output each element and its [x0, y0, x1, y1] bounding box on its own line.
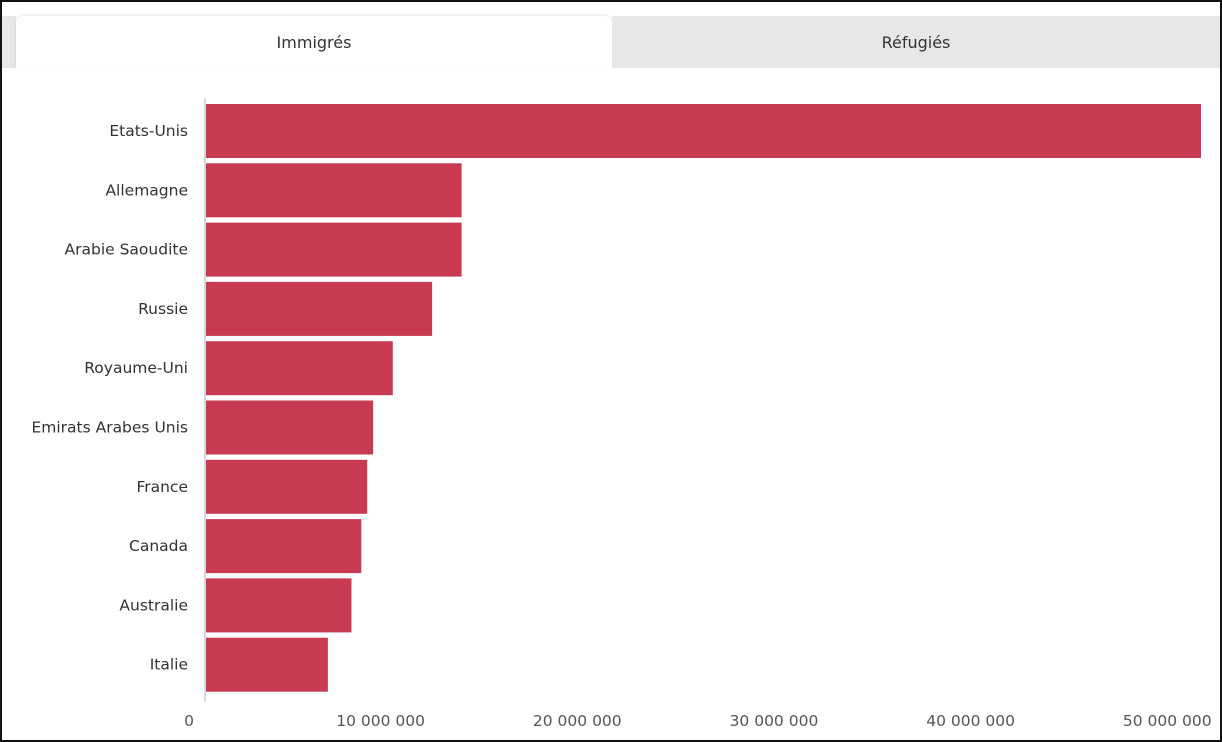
x-tick-label: 50 000 000	[1123, 712, 1212, 730]
category-label: Australie	[119, 596, 188, 614]
category-label: Allemagne	[105, 181, 188, 199]
tab-refugies[interactable]: Réfugiés	[612, 16, 1220, 68]
category-label: Arabie Saoudite	[65, 241, 189, 259]
category-label: Italie	[150, 656, 188, 674]
x-tick-labels: 0 10 000 000 20 000 000 30 000 000 40 000 00…	[184, 712, 1211, 730]
bar-allemagne[interactable]	[206, 163, 462, 218]
tab-bar: Immigrés Réfugiés	[16, 16, 1220, 68]
bars-group	[206, 104, 1201, 692]
category-label: Emirats Arabes Unis	[31, 419, 188, 437]
bar-arabie-saoudite[interactable]	[206, 222, 462, 277]
x-tick-label: 0	[184, 712, 194, 730]
category-label: Russie	[138, 300, 188, 318]
bar-australie[interactable]	[206, 578, 352, 633]
x-tick-label: 10 000 000	[336, 712, 425, 730]
bar-italie[interactable]	[206, 637, 328, 692]
category-label: France	[136, 478, 188, 496]
category-labels: Etats-Unis Allemagne Arabie Saoudite Russie…	[31, 122, 188, 674]
bar-etats-unis[interactable]	[206, 104, 1201, 158]
bar-royaume-uni[interactable]	[206, 341, 393, 396]
tab-immigres[interactable]: Immigrés	[16, 16, 612, 68]
category-label: Etats-Unis	[109, 122, 188, 140]
bar-france[interactable]	[206, 459, 368, 514]
x-tick-label: 30 000 000	[730, 712, 819, 730]
category-label: Canada	[129, 537, 188, 555]
bar-canada[interactable]	[206, 519, 362, 574]
tab-bar-background	[2, 16, 16, 68]
x-tick-label: 20 000 000	[533, 712, 622, 730]
category-label: Royaume-Uni	[84, 359, 188, 377]
x-tick-label: 40 000 000	[926, 712, 1015, 730]
bar-russie[interactable]	[206, 281, 433, 336]
bar-emirats-arabes-unis[interactable]	[206, 400, 374, 455]
